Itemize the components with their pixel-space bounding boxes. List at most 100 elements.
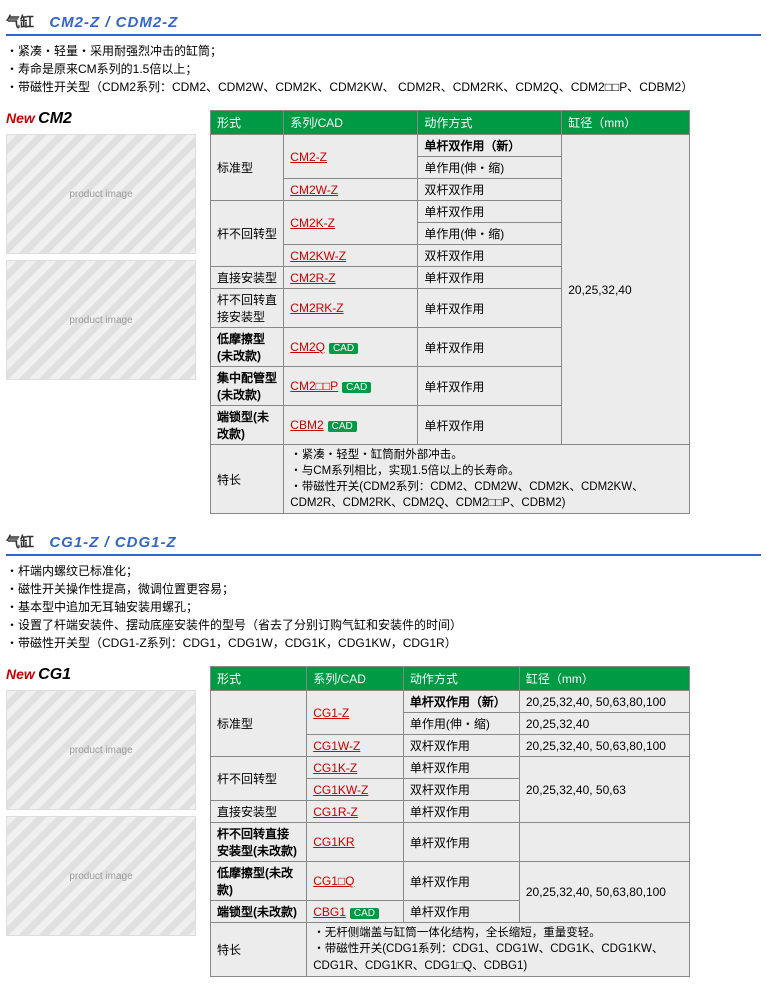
th-action: 动作方式 — [403, 667, 519, 691]
series-cell: CM2□□P CAD — [284, 367, 418, 406]
feature-cell: 无杆侧端盖与缸筒一体化结构，全长缩短，重量变轻。 带磁性开关(CDG1系列：CD… — [307, 923, 690, 976]
series-cell: CM2RK-Z — [284, 289, 418, 328]
bullet-item: 杆端内螺纹已标准化； — [6, 562, 761, 580]
action-cell: 单作用(伸・缩) — [418, 223, 562, 245]
feature-cell: 紧凑・轻型・缸筒耐外部冲击。 与CM系列相比，实现1.5倍以上的长寿命。 带磁性… — [284, 445, 690, 514]
series-link[interactable]: CM2□□P — [290, 379, 338, 393]
bore-cell: 20,25,32,40, 50,63,80,100 — [519, 735, 689, 757]
series-link[interactable]: CM2RK-Z — [290, 301, 343, 315]
action-cell: 单杆双作用 — [418, 201, 562, 223]
cm2-section-title: 气缸 CM2-Z / CDM2-Z — [6, 12, 761, 36]
action-cell: 单杆双作用 — [418, 289, 562, 328]
action-cell: 单杆双作用 — [403, 757, 519, 779]
cg1-product-image-2: product image — [6, 816, 196, 936]
action-cell: 单杆双作用（新） — [418, 135, 562, 157]
series-link[interactable]: CG1KR — [313, 835, 354, 849]
th-type: 形式 — [211, 111, 284, 135]
th-action: 动作方式 — [418, 111, 562, 135]
bullet-item: 紧凑・轻量・采用耐强烈冲击的缸筒； — [6, 42, 761, 60]
series-cell: CG1□Q — [307, 862, 404, 901]
action-cell: 单杆双作用 — [403, 862, 519, 901]
th-type: 形式 — [211, 667, 307, 691]
th-series: 系列/CAD — [307, 667, 404, 691]
type-cell: 直接安装型 — [211, 801, 307, 823]
action-cell: 单杆双作用 — [418, 267, 562, 289]
series-cell: CG1KR — [307, 823, 404, 862]
series-link[interactable]: CG1□Q — [313, 874, 354, 888]
cg1-spec-table: 形式 系列/CAD 动作方式 缸径（mm） 标准型 CG1-Z 单杆双作用（新）… — [210, 666, 690, 976]
series-cell: CG1W-Z — [307, 735, 404, 757]
series-link[interactable]: CM2R-Z — [290, 271, 335, 285]
cad-badge: CAD — [328, 421, 357, 432]
new-label: New — [6, 110, 35, 126]
type-cell: 端锁型(未改款) — [211, 901, 307, 923]
cg1-product-image: product image — [6, 690, 196, 810]
action-cell: 单杆双作用 — [418, 328, 562, 367]
series-link[interactable]: CG1W-Z — [313, 739, 360, 753]
series-link[interactable]: CBM2 — [290, 418, 323, 432]
action-cell: 单杆双作用 — [418, 406, 562, 445]
cm2-spec-table: 形式 系列/CAD 动作方式 缸径（mm） 标准型 CM2-Z 单杆双作用（新）… — [210, 110, 690, 514]
series-link[interactable]: CM2-Z — [290, 150, 327, 164]
series-link[interactable]: CM2K-Z — [290, 216, 335, 230]
series-cell: CM2-Z — [284, 135, 418, 179]
feature-label: 特长 — [211, 923, 307, 976]
action-cell: 单杆双作用 — [403, 901, 519, 923]
action-cell: 双杆双作用 — [418, 179, 562, 201]
type-cell: 低摩擦型(未改款) — [211, 328, 284, 367]
series-link[interactable]: CG1KW-Z — [313, 783, 368, 797]
cg1-image-column: New CG1 product image product image — [6, 666, 202, 942]
feature-item: 紧凑・轻型・缸筒耐外部冲击。 — [290, 447, 683, 463]
action-cell: 单杆双作用 — [418, 367, 562, 406]
cad-badge: CAD — [342, 382, 371, 393]
bullet-item: 带磁性开关型（CDM2系列：CDM2、CDM2W、CDM2K、CDM2KW、 C… — [6, 78, 761, 96]
series-cell: CG1R-Z — [307, 801, 404, 823]
action-cell: 双杆双作用 — [418, 245, 562, 267]
series-link[interactable]: CM2KW-Z — [290, 249, 346, 263]
series-cell: CBM2 CAD — [284, 406, 418, 445]
series-cell: CM2R-Z — [284, 267, 418, 289]
feature-label: 特长 — [211, 445, 284, 514]
cad-badge: CAD — [329, 343, 358, 354]
action-cell: 单杆双作用 — [403, 801, 519, 823]
series-cell: CM2KW-Z — [284, 245, 418, 267]
feature-item: 带磁性开关(CDG1系列：CDG1、CDG1W、CDG1K、CDG1KW、CDG… — [313, 941, 683, 973]
cm2-bullets: 紧凑・轻量・采用耐强烈冲击的缸筒； 寿命是原来CM系列的1.5倍以上； 带磁性开… — [6, 42, 761, 96]
series-link[interactable]: CG1K-Z — [313, 761, 357, 775]
cm2-product-image-2: product image — [6, 260, 196, 380]
feature-item: 与CM系列相比，实现1.5倍以上的长寿命。 — [290, 463, 683, 479]
action-cell: 单杆双作用（新） — [403, 691, 519, 713]
bore-cell: 20,25,32,40 — [519, 713, 689, 735]
new-label: New — [6, 666, 35, 682]
series-cell: CG1K-Z — [307, 757, 404, 779]
bore-cell: 20,25,32,40, 50,63 — [519, 757, 689, 823]
series-cell: CG1KW-Z — [307, 779, 404, 801]
th-series: 系列/CAD — [284, 111, 418, 135]
series-link[interactable]: CM2Q — [290, 340, 325, 354]
action-cell: 单作用(伸・缩) — [418, 157, 562, 179]
series-link[interactable]: CG1-Z — [313, 706, 349, 720]
type-cell: 杆不回转直接安装型(未改款) — [211, 823, 307, 862]
th-bore: 缸径（mm） — [562, 111, 690, 135]
series-link[interactable]: CG1R-Z — [313, 805, 358, 819]
type-cell: 杆不回转直接安装型 — [211, 289, 284, 328]
type-cell: 杆不回转型 — [211, 757, 307, 801]
cg1-title-label: 气缸 — [6, 534, 34, 550]
series-cell: CM2Q CAD — [284, 328, 418, 367]
bullet-item: 带磁性开关型（CDG1-Z系列：CDG1，CDG1W，CDG1K，CDG1KW，… — [6, 634, 761, 652]
th-bore: 缸径（mm） — [519, 667, 689, 691]
bullet-item: 磁性开关操作性提高，微调位置更容易； — [6, 580, 761, 598]
series-link[interactable]: CM2W-Z — [290, 183, 338, 197]
cm2-image-column: New CM2 product image product image — [6, 110, 202, 386]
action-cell: 单作用(伸・缩) — [403, 713, 519, 735]
type-cell: 直接安装型 — [211, 267, 284, 289]
feature-item: 带磁性开关(CDM2系列：CDM2、CDM2W、CDM2K、CDM2KW、CDM… — [290, 479, 683, 511]
cm2-product-image: product image — [6, 134, 196, 254]
bullet-item: 设置了杆端安装件、摆动底座安装件的型号（省去了分别订购气缸和安装件的时间） — [6, 616, 761, 634]
cm2-title-label: 气缸 — [6, 14, 34, 30]
bore-cell: 20,25,32,40, 50,63,80,100 — [519, 862, 689, 923]
bore-cell: 20,25,32,40, 50,63,80,100 — [519, 691, 689, 713]
type-cell: 标准型 — [211, 691, 307, 757]
series-cell: CM2W-Z — [284, 179, 418, 201]
bore-cell: 20,25,32,40 — [562, 135, 690, 445]
